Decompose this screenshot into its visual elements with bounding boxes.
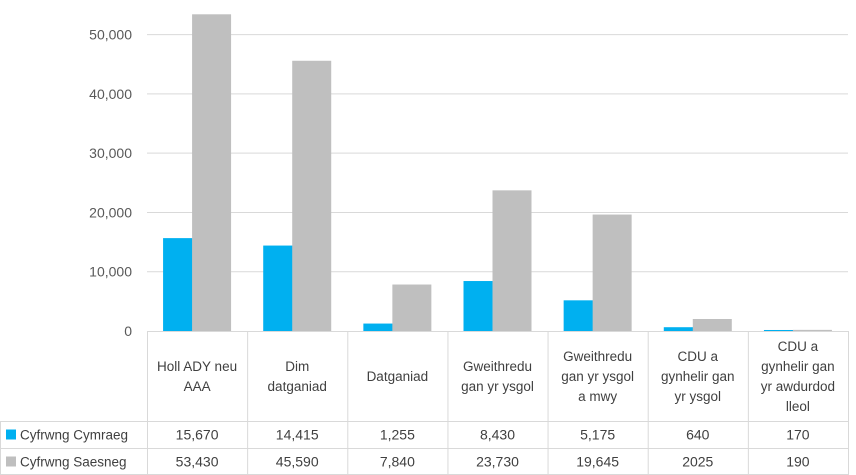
category-label: Gweithredu xyxy=(463,359,532,374)
bar-cymraeg xyxy=(663,327,703,331)
y-axis-tick-labels: 0 10,000 20,000 30,000 40,000 50,000 xyxy=(89,27,132,339)
bar-cymraeg xyxy=(363,323,403,331)
category-label: yr ysgol xyxy=(675,389,722,404)
legend-key xyxy=(6,456,16,467)
bar-saesneg xyxy=(492,190,532,331)
category-label: datganiad xyxy=(268,379,327,394)
y-tick-label: 40,000 xyxy=(89,86,132,102)
table-value: 23,730 xyxy=(476,454,519,470)
table-value: 19,645 xyxy=(576,454,619,470)
category-label: CDU a xyxy=(778,339,819,354)
y-tick-label: 50,000 xyxy=(89,27,132,43)
bar-saesneg xyxy=(192,14,232,332)
category-label: CDU a xyxy=(678,349,719,364)
table-value: 2025 xyxy=(682,454,713,470)
category-label: gynhelir gan xyxy=(661,369,735,384)
table-value: 15,670 xyxy=(176,427,219,443)
bar-saesneg xyxy=(392,284,432,331)
bar-saesneg xyxy=(692,318,732,331)
category-label: Dim xyxy=(285,359,309,374)
table-value: 1,255 xyxy=(380,427,415,443)
data-table: Holl ADY neu AAA Dim datganiad Datganiad Gwei… xyxy=(0,331,849,475)
y-tick-label: 20,000 xyxy=(89,204,132,220)
category-label: Holl ADY neu xyxy=(157,359,237,374)
category-label: a mwy xyxy=(578,389,617,404)
table-value: 53,430 xyxy=(176,454,219,470)
legend-label: Cyfrwng Saesneg xyxy=(20,455,127,470)
category-label: lleol xyxy=(786,399,810,414)
y-tick-label: 10,000 xyxy=(89,264,132,280)
category-label: yr awdurdod xyxy=(761,379,835,394)
bars xyxy=(163,14,832,332)
category-label: gynhelir gan xyxy=(761,359,835,374)
category-label: gan yr ysgol xyxy=(561,369,634,384)
bar-saesneg xyxy=(592,214,632,331)
gridlines xyxy=(147,34,848,273)
table-value: 190 xyxy=(786,454,810,470)
y-tick-label: 30,000 xyxy=(89,145,132,161)
table-value: 45,590 xyxy=(276,454,319,470)
table-value: 170 xyxy=(786,427,810,443)
category-label: gan yr ysgol xyxy=(461,379,534,394)
legend-key xyxy=(6,429,16,440)
legend-label: Cyfrwng Cymraeg xyxy=(20,428,128,443)
table-value: 640 xyxy=(686,427,710,443)
table-value: 8,430 xyxy=(480,427,515,443)
bar-saesneg xyxy=(792,329,832,331)
table-value: 14,415 xyxy=(276,427,319,443)
bar-saesneg xyxy=(292,60,332,331)
category-label: Gweithredu xyxy=(563,349,632,364)
category-label: AAA xyxy=(184,379,211,394)
table-value: 7,840 xyxy=(380,454,415,470)
y-tick-label: 0 xyxy=(124,323,132,339)
bar-cymraeg xyxy=(763,329,803,331)
table-value: 5,175 xyxy=(580,427,615,443)
category-label: Datganiad xyxy=(367,369,429,384)
